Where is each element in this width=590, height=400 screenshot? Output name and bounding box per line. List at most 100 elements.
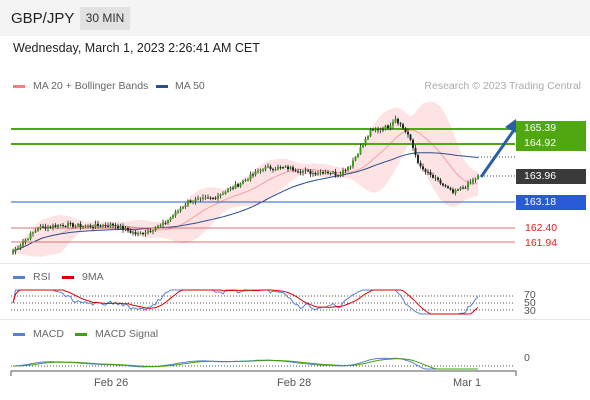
candle-body [249, 174, 252, 180]
candle-body [389, 125, 392, 129]
candle-body [239, 183, 242, 187]
symbol-title: GBP/JPY [11, 10, 75, 27]
candle-body [362, 144, 364, 148]
candle-body [307, 170, 309, 172]
candle-body [412, 139, 414, 148]
price-label-r2: 164.92 [516, 136, 586, 151]
candle-body [252, 174, 254, 176]
rsi-ma-swatch [62, 276, 74, 279]
candle-body [282, 167, 284, 169]
candle-body [352, 160, 354, 167]
ma20-swatch [13, 85, 25, 88]
candle-body [299, 171, 302, 173]
rsi-ma-line [12, 289, 479, 315]
candle-body [94, 223, 97, 228]
candle-body [134, 232, 137, 235]
candle-body [452, 189, 454, 193]
candle-body [402, 124, 404, 129]
panel-divider [0, 263, 590, 264]
top-bar: GBP/JPY 30 MIN [0, 0, 590, 36]
candle-body [394, 118, 397, 123]
candle-body [169, 217, 172, 221]
candle-body [62, 225, 64, 227]
candle-body [114, 225, 117, 227]
candle-body [14, 248, 17, 252]
candle-body [272, 168, 274, 170]
candle-body [327, 171, 329, 174]
candle-body [324, 171, 327, 174]
candle-body [52, 225, 54, 228]
candle-body [334, 172, 337, 176]
macd-signal-swatch [75, 333, 87, 336]
candle-body [157, 225, 159, 228]
candle-body [47, 226, 49, 229]
candle-body [269, 166, 272, 169]
candle-body [202, 197, 204, 199]
candle-body [429, 172, 432, 175]
candle-body [447, 186, 449, 188]
timeframe-button[interactable]: 30 MIN [80, 7, 130, 30]
candle-body [129, 230, 132, 233]
candle-body [457, 189, 459, 191]
candle-body [184, 204, 187, 207]
candle-body [274, 169, 277, 171]
candle-body [397, 118, 399, 124]
forecast-arrow-head [505, 119, 518, 134]
candle-body [137, 233, 139, 235]
candle-body [262, 169, 264, 171]
ma20-legend: MA 20 + Bollinger Bands [33, 80, 149, 92]
candle-body [77, 223, 79, 226]
candle-body [187, 200, 189, 205]
candle-body [174, 211, 177, 216]
panel-divider [0, 319, 590, 320]
candle-body [364, 138, 367, 145]
candle-body [374, 129, 377, 131]
rsi-level-70: 70 [524, 289, 536, 301]
candle-body [204, 197, 207, 199]
candle-body [372, 129, 374, 131]
candle-body [469, 182, 472, 184]
candle-body [357, 154, 359, 157]
candle-body [67, 223, 69, 227]
candle-body [102, 225, 104, 227]
candle-body [49, 226, 52, 228]
candle-body [97, 223, 99, 226]
candle-body [277, 167, 279, 170]
candle-body [417, 155, 419, 163]
candle-body [17, 248, 19, 250]
candle-body [464, 187, 467, 189]
candle-body [164, 222, 167, 224]
candle-body [289, 167, 292, 170]
candle-body [42, 226, 44, 228]
candle-body [147, 230, 149, 233]
candle-body [414, 147, 417, 156]
candle-body [234, 184, 237, 189]
candle-body [344, 170, 347, 172]
candle-body [432, 174, 434, 178]
candle-body [367, 136, 369, 139]
candle-body [369, 129, 372, 137]
candle-body [189, 200, 192, 203]
candle-body [254, 171, 257, 175]
candle-body [162, 222, 164, 226]
price-label-s2: 162.40 [525, 222, 558, 234]
candle-body [29, 233, 32, 239]
candle-body [117, 226, 119, 229]
candle-body [387, 125, 389, 129]
x-axis-label: Mar 1 [453, 377, 482, 389]
candle-body [339, 174, 342, 177]
candle-body [57, 225, 59, 228]
candle-body [437, 177, 439, 180]
candles [12, 115, 479, 255]
candle-body [224, 191, 227, 194]
candle-body [89, 225, 92, 228]
candle-body [294, 170, 297, 172]
candle-body [472, 179, 474, 183]
candle-body [229, 187, 232, 190]
candle-body [422, 166, 424, 170]
candle-body [237, 184, 239, 187]
candle-body [292, 167, 294, 171]
candle-body [382, 129, 384, 131]
candle-body [377, 129, 379, 131]
